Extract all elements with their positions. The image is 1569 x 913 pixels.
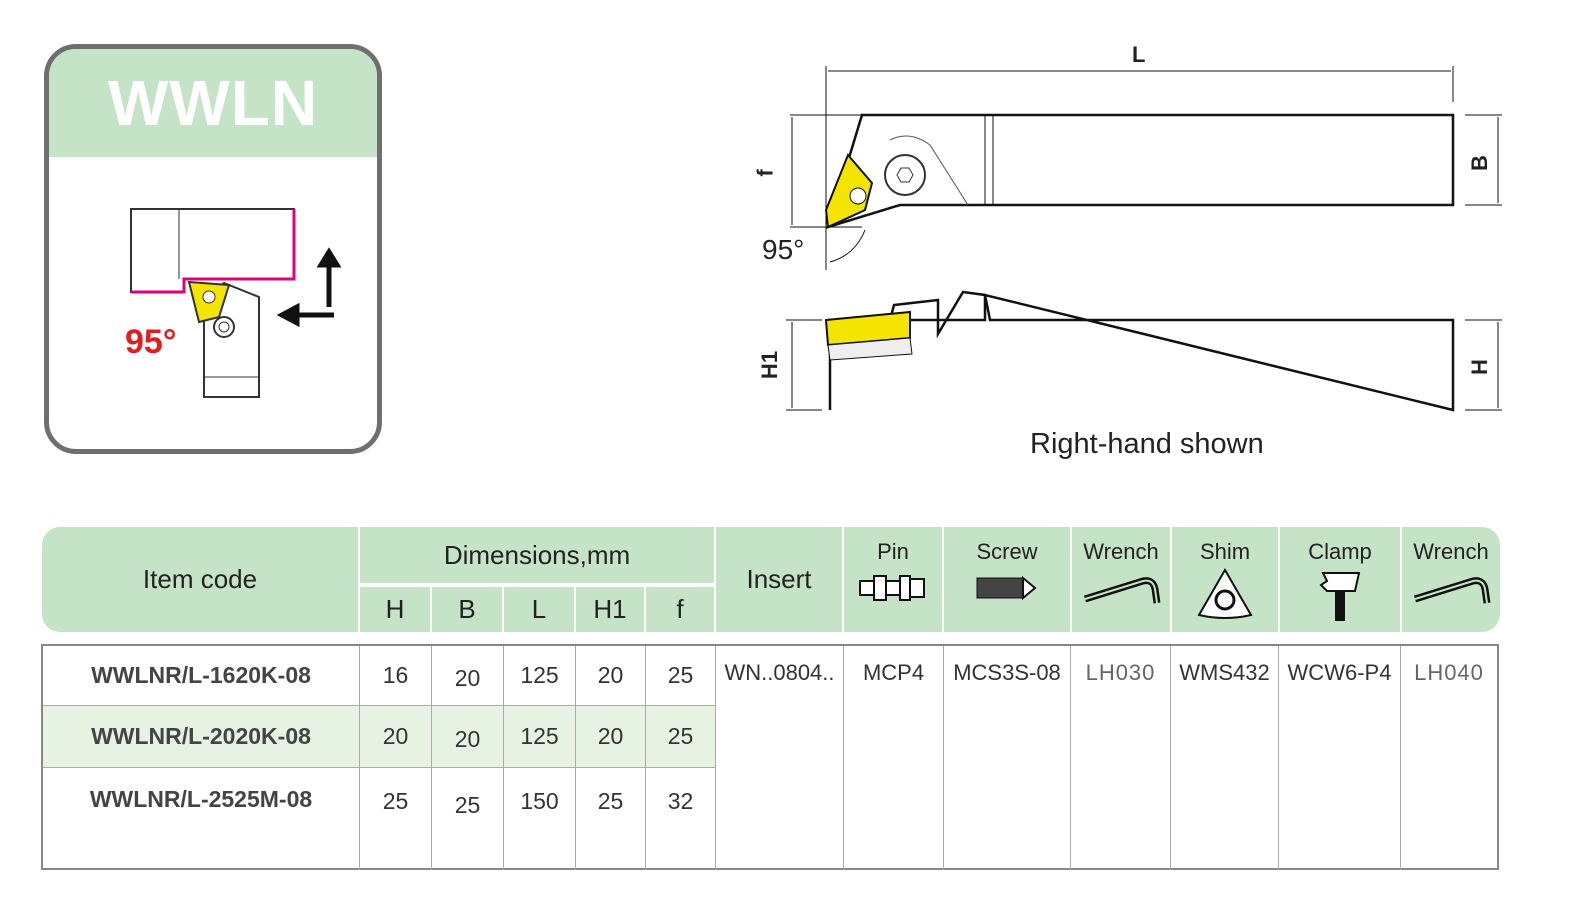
B-cell: 25 (432, 768, 504, 870)
H-cell: 16 (360, 646, 432, 706)
table-row: WWLNR/L-2020K-08 20 20 125 20 25 (43, 706, 716, 768)
B-cell: 20 (432, 646, 504, 706)
wrench-icon (1083, 577, 1161, 604)
approach-angle-illustration (130, 208, 342, 398)
H1-cell: 25 (576, 768, 646, 870)
header-pin-label: Pin (877, 539, 909, 564)
f-cell: 32 (646, 768, 716, 870)
dimension-L-label: L (1132, 42, 1146, 67)
shim-icon (1197, 568, 1253, 619)
L-cell: 125 (504, 646, 576, 706)
header-screw: Screw (944, 527, 1070, 632)
H1-cell: 20 (576, 646, 646, 706)
header-H1: H1 (576, 587, 644, 632)
header-L: L (504, 587, 574, 632)
wrench-icon (1413, 577, 1491, 604)
header-screw-label: Screw (976, 539, 1038, 564)
header-clamp: Clamp (1280, 527, 1400, 632)
clamp-cell: WCW6-P4 (1279, 646, 1401, 870)
header-shim-label: Shim (1199, 539, 1251, 564)
header-dimensions: Dimensions,mm (360, 527, 714, 583)
dimension-f-label: f (752, 169, 778, 177)
approach-angle-label: 95° (125, 323, 177, 361)
header-item-code: Item code (42, 527, 358, 632)
header-clamp-label: Clamp (1308, 539, 1372, 564)
H-cell: 25 (360, 768, 432, 870)
holder-type-card: WWLN 95° (44, 44, 382, 454)
H-cell: 20 (360, 706, 432, 768)
table-rows: WWLNR/L-1620K-08 16 20 125 20 25 WWLNR/L… (43, 646, 1499, 870)
f-cell: 25 (646, 646, 716, 706)
L-cell: 125 (504, 706, 576, 768)
screw-cell: MCS3S-08 (944, 646, 1071, 870)
accessory-columns: WN..0804.. MCP4 MCS3S-08 LH030 WMS432 WC… (716, 646, 1497, 870)
screw-icon (976, 575, 1037, 601)
item-code-cell: WWLNR/L-1620K-08 (43, 646, 360, 706)
insert-cell: WN..0804.. (716, 646, 844, 870)
pin-icon (859, 575, 925, 601)
B-cell: 20 (432, 706, 504, 768)
header-B: B (432, 587, 502, 632)
wrench-2-cell: LH040 (1414, 660, 1484, 685)
table-row: WWLNR/L-1620K-08 16 20 125 20 25 (43, 646, 716, 706)
header-H: H (360, 587, 430, 632)
item-code-cell: WWLNR/L-2020K-08 (43, 706, 360, 768)
clamp-icon (1319, 572, 1361, 621)
item-code-cell: WWLNR/L-2525M-08 (43, 768, 360, 870)
drawing-angle-label: 95° (762, 234, 805, 265)
holder-type-title: WWLN (49, 49, 377, 157)
header-wrench-2-label: Wrench (1413, 539, 1489, 564)
drawing-caption: Right-hand shown (1030, 428, 1264, 460)
header-insert: Insert (716, 527, 842, 632)
dimension-B-label: B (1466, 155, 1492, 171)
f-cell: 25 (646, 706, 716, 768)
technical-drawing (786, 66, 1502, 412)
dimension-H1-label: H1 (757, 350, 783, 380)
header-wrench-label: Wrench (1083, 539, 1159, 564)
header-f: f (646, 587, 714, 632)
L-cell: 150 (504, 768, 576, 870)
wrench-cell: LH030 (1071, 646, 1171, 870)
header-pin: Pin (844, 527, 942, 632)
shim-cell: WMS432 (1171, 646, 1279, 870)
H1-cell: 20 (576, 706, 646, 768)
header-wrench-2: Wrench (1402, 527, 1500, 632)
item-table-body (41, 644, 1499, 870)
table-row: WWLNR/L-2525M-08 25 25 150 25 32 (43, 768, 716, 870)
dimension-H-label: H (1466, 359, 1492, 375)
header-shim: Shim (1172, 527, 1278, 632)
pin-cell: MCP4 (844, 646, 944, 870)
header-wrench: Wrench (1072, 527, 1170, 632)
